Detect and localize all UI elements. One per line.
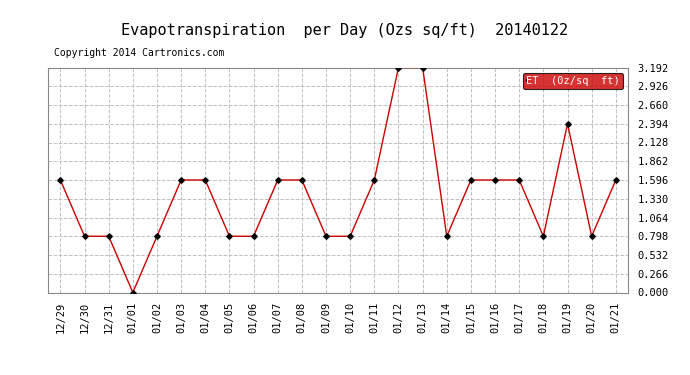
Text: Copyright 2014 Cartronics.com: Copyright 2014 Cartronics.com — [54, 48, 224, 58]
Text: Evapotranspiration  per Day (Ozs sq/ft)  20140122: Evapotranspiration per Day (Ozs sq/ft) 2… — [121, 22, 569, 38]
Legend: ET  (0z/sq  ft): ET (0z/sq ft) — [523, 73, 622, 89]
